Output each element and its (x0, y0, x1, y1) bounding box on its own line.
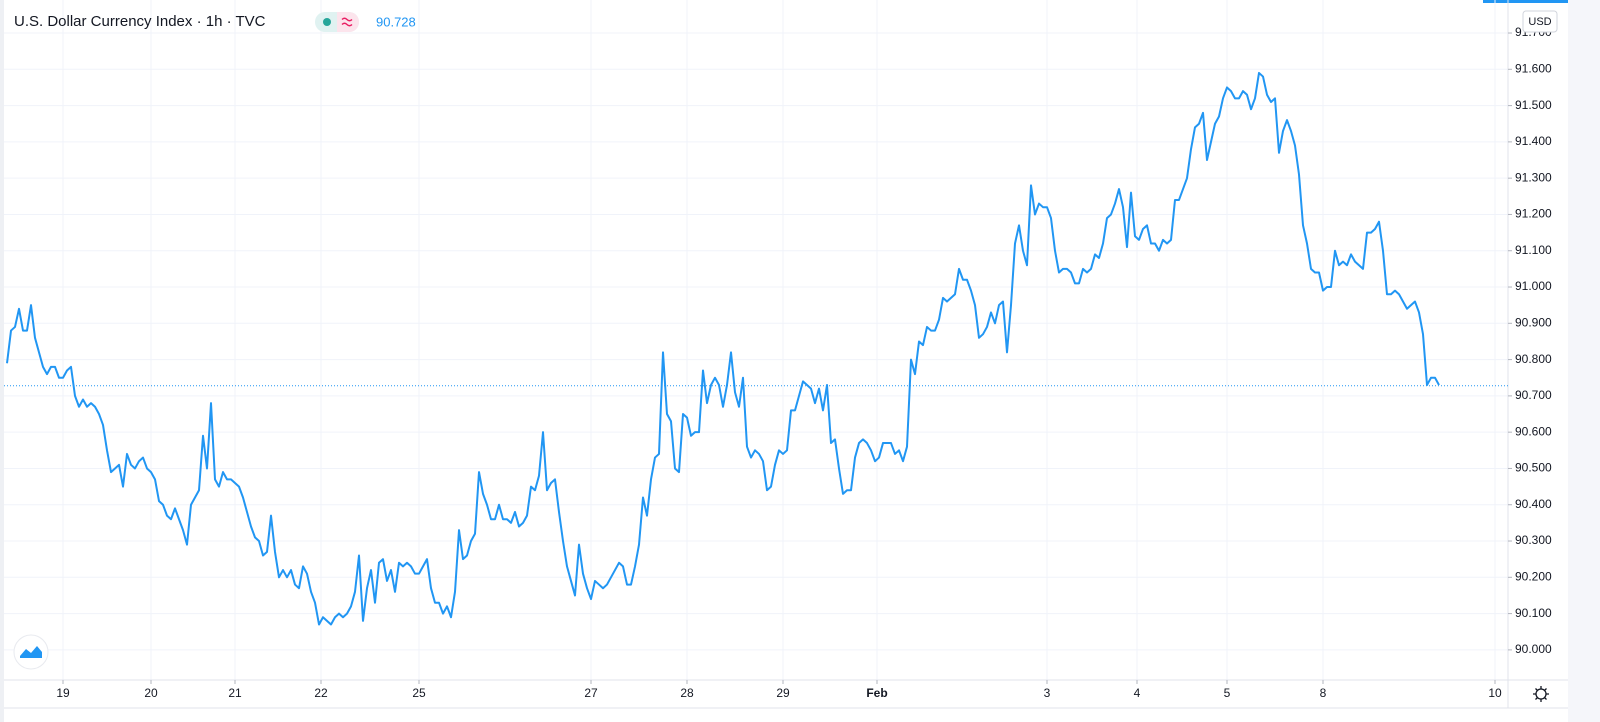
chart-title: U.S. Dollar Currency Index · 1h · TVC (14, 13, 266, 30)
plot (4, 71, 1508, 626)
x-tick-label: 4 (1134, 686, 1141, 700)
x-tick-label: 29 (776, 686, 790, 700)
currency-box (1522, 10, 1558, 33)
logo-circle (13, 634, 49, 670)
tab-indicator (1483, 0, 1568, 3)
y-tick-label: 90.500 (1515, 461, 1552, 475)
status-badge[interactable] (315, 12, 359, 32)
y-tick-label: 91.600 (1515, 61, 1552, 75)
y-tick-label: 90.100 (1515, 606, 1552, 620)
y-tick-label: 90.300 (1515, 533, 1552, 547)
axes: 90.000 90.100 90.200 90.300 90.400 90.500 90.6… (56, 25, 1552, 700)
y-tick-label: 91.000 (1515, 279, 1552, 293)
x-tick-label: 25 (412, 686, 426, 700)
y-tick-label: 91.500 (1515, 98, 1552, 112)
y-tick-label: 90.000 (1515, 642, 1552, 656)
y-tick-label: 90.700 (1515, 388, 1552, 402)
logo-button[interactable] (13, 634, 49, 670)
last-price: 90.728 (376, 14, 416, 29)
x-tick-label: 21 (228, 686, 242, 700)
x-tick-label: 8 (1320, 686, 1327, 700)
y-tick-label: 90.600 (1515, 424, 1552, 438)
price-line (6, 71, 1440, 626)
y-tick-label: 90.400 (1515, 497, 1552, 511)
left-edge (0, 0, 4, 722)
y-tick-label: 91.100 (1515, 243, 1552, 257)
x-tick-label: 19 (56, 686, 70, 700)
x-tick-label: 22 (314, 686, 328, 700)
x-tick-label: 10 (1488, 686, 1502, 700)
x-tick-label: 28 (680, 686, 694, 700)
y-tick-label: 90.900 (1515, 315, 1552, 329)
y-tick-label: 91.400 (1515, 134, 1552, 148)
x-tick-label: 5 (1224, 686, 1231, 700)
currency-label: USD (1528, 16, 1551, 28)
x-tick-label: 20 (144, 686, 158, 700)
currency-button[interactable]: USD (1522, 10, 1558, 33)
x-tick-label: 3 (1044, 686, 1051, 700)
grid (4, 0, 1508, 680)
gear-teeth (1533, 686, 1549, 702)
delayed-icon (341, 17, 353, 27)
y-tick-label: 91.200 (1515, 207, 1552, 221)
x-tick-label: 27 (584, 686, 598, 700)
settings-button[interactable] (1533, 686, 1549, 702)
y-tick-label: 90.800 (1515, 352, 1552, 366)
y-tick-label: 91.300 (1515, 170, 1552, 184)
logo-mark (20, 646, 42, 658)
y-tick-label: 90.200 (1515, 569, 1552, 583)
badge-right (337, 12, 359, 32)
side-panel (1568, 0, 1600, 722)
x-tick-label: Feb (866, 686, 887, 700)
market-open-dot (323, 18, 331, 26)
